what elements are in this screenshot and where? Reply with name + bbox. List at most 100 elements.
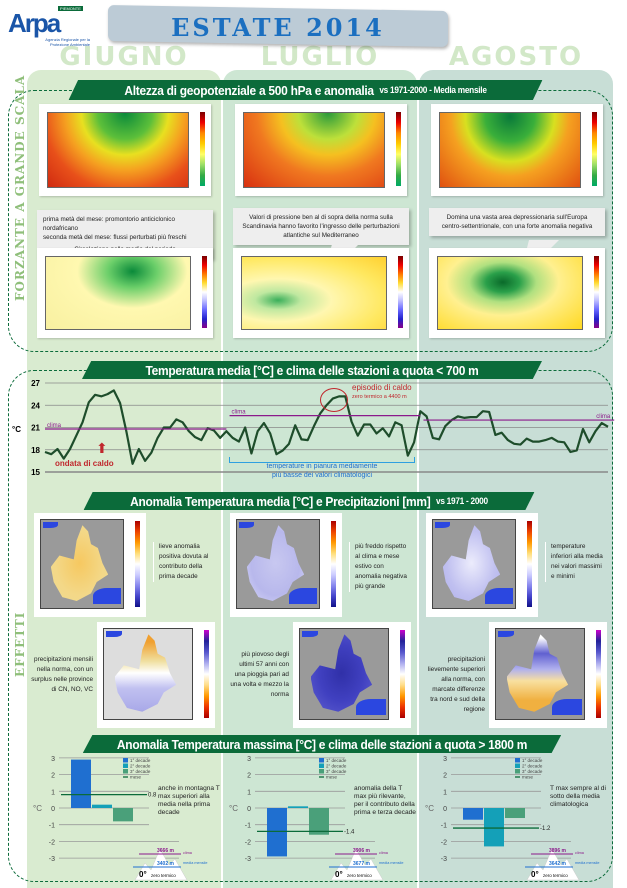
geopotential-anomaly-map bbox=[233, 248, 409, 338]
section-temperature-banner: Temperatura media [°C] e clima delle sta… bbox=[82, 361, 542, 379]
y-tick-label: 1 bbox=[443, 789, 447, 796]
temperature-anomaly-note: lieve anomalia positiva dovuta al contri… bbox=[153, 542, 215, 582]
freezing-level-label: zero termico bbox=[347, 873, 372, 878]
callout-line2: seconda metà del mese: flussi perturbati… bbox=[43, 234, 187, 241]
legend-label: 3° decade bbox=[130, 769, 151, 774]
heat-episode-circle bbox=[320, 388, 348, 412]
geopotential-callout: Valori di pressione ben al di sopra dell… bbox=[233, 208, 409, 245]
precipitation-map bbox=[293, 622, 411, 728]
colorbar bbox=[596, 630, 601, 718]
freezing-level-label: zero termico a 4400 m bbox=[352, 394, 407, 400]
y-tick-label: 1 bbox=[247, 789, 251, 796]
mountain-icon bbox=[134, 848, 188, 881]
y-axis-label: °C bbox=[425, 804, 434, 813]
callout-line1: Domina una vasta area depressionaria sul… bbox=[446, 214, 588, 221]
colorbar bbox=[400, 630, 405, 718]
section-tmax-banner: Anomalia Temperatura massima [°C] e clim… bbox=[82, 735, 562, 753]
media-label: media mensile bbox=[379, 861, 403, 865]
mountain-icon bbox=[330, 848, 384, 881]
clima-label: clima bbox=[596, 414, 611, 420]
precipitation-note: precipitazioni mensili nella norma, con … bbox=[31, 656, 93, 693]
legend-label: mese bbox=[130, 775, 142, 780]
y-axis-label: °C bbox=[33, 804, 42, 813]
clima-freezing-value: 3906 m bbox=[353, 848, 371, 854]
mean-freezing-value: 3677 m bbox=[353, 861, 371, 867]
mean-freezing-value: 3642 m bbox=[549, 861, 567, 867]
bar-decade-2 bbox=[484, 808, 504, 847]
legend-swatch bbox=[319, 758, 324, 763]
cool-note-line1: temperature in pianura mediamente bbox=[266, 463, 378, 470]
y-tick-label: 3 bbox=[443, 756, 447, 763]
tmax-note: T max sempre al di sotto della media cli… bbox=[550, 785, 606, 808]
cool-period-note: temperature in pianura mediamente più bas… bbox=[229, 462, 415, 480]
colorbar bbox=[398, 256, 403, 328]
colorbar bbox=[200, 112, 205, 186]
y-tick-label: -2 bbox=[49, 839, 55, 846]
section-title: Anomalia Temperatura media [°C] e Precip… bbox=[130, 493, 431, 509]
clima-freezing-value: 3896 m bbox=[549, 848, 567, 854]
bar-decade-3 bbox=[505, 808, 525, 819]
y-tick-label: -3 bbox=[245, 856, 251, 863]
legend-swatch bbox=[515, 758, 520, 763]
y-tick-label: 0 bbox=[443, 806, 447, 813]
geopotential-map bbox=[235, 104, 407, 196]
zero-degree-label: 0° bbox=[531, 870, 539, 879]
y-tick-label: 1 bbox=[51, 789, 55, 796]
y-tick-label: 2 bbox=[247, 773, 251, 780]
cool-period-bracket bbox=[229, 457, 415, 463]
bar-decade-1 bbox=[71, 759, 91, 808]
colorbar bbox=[396, 112, 401, 186]
callout-line1: prima metà del mese: promontorio anticic… bbox=[43, 216, 175, 232]
section-geopotential-banner: Altezza di geopotenziale a 500 hPa e ano… bbox=[68, 80, 543, 100]
y-tick-label: 3 bbox=[51, 756, 55, 763]
y-tick-label: 2 bbox=[443, 773, 447, 780]
legend-label: 2° decade bbox=[130, 764, 151, 769]
y-tick-label: -1 bbox=[441, 823, 447, 830]
y-tick-label: -2 bbox=[441, 839, 447, 846]
month-july: LUGLIO bbox=[260, 42, 380, 72]
tmax-note: anomalia della T max più rilevante, per … bbox=[354, 785, 416, 816]
legend-swatch bbox=[515, 769, 520, 774]
temperature-anomaly-map bbox=[426, 513, 538, 617]
clima-label: clima bbox=[575, 851, 585, 855]
legend-swatch bbox=[319, 763, 324, 768]
mountain-icon bbox=[526, 848, 580, 881]
y-axis-label: °C bbox=[12, 425, 21, 434]
temperature-anomaly-note: temperature inferiori alla media nei val… bbox=[545, 542, 607, 582]
callout-line3: atlantiche sul Mediterraneo bbox=[283, 232, 359, 239]
legend-label: 3° decade bbox=[326, 769, 347, 774]
heatwave-arrow-icon: ⬆ bbox=[96, 440, 108, 456]
freezing-level-label: zero termico bbox=[543, 873, 568, 878]
mean-freezing-value: 3402 m bbox=[157, 861, 175, 867]
legend-label: 1° decade bbox=[130, 758, 151, 763]
section-title: Anomalia Temperatura massima [°C] e clim… bbox=[116, 736, 528, 752]
media-label: media mensile bbox=[575, 861, 599, 865]
bar-decade-3 bbox=[113, 808, 133, 822]
legend-swatch bbox=[123, 769, 128, 774]
page-title: ESTATE 2014 bbox=[171, 13, 385, 42]
y-tick-label: 24 bbox=[31, 401, 40, 410]
y-tick-label: 27 bbox=[31, 379, 40, 388]
precipitation-map bbox=[97, 622, 215, 728]
freezing-level-label: zero termico bbox=[151, 873, 176, 878]
colorbar bbox=[204, 630, 209, 718]
colorbar bbox=[592, 112, 597, 186]
heatwave-label: ondata di caldo bbox=[55, 459, 114, 468]
legend-label: 2° decade bbox=[326, 764, 347, 769]
precipitation-note: precipitazioni lievemente superiori alla… bbox=[427, 656, 485, 713]
heat-episode-label: episodio di caldo bbox=[352, 383, 412, 392]
colorbar bbox=[202, 256, 207, 328]
logo-text: Arpa bbox=[8, 8, 61, 38]
callout-line2: centro-settentrionale, con una forte ano… bbox=[441, 223, 593, 230]
legend-label: 1° decade bbox=[326, 758, 347, 763]
geopotential-anomaly-map bbox=[429, 248, 605, 338]
side-label-effects: EFFETTI bbox=[13, 611, 27, 677]
section-title: Temperatura media [°C] e clima delle sta… bbox=[145, 362, 479, 378]
geopotential-callout: Domina una vasta area depressionaria sul… bbox=[429, 208, 605, 236]
y-tick-label: -3 bbox=[441, 856, 447, 863]
colorbar bbox=[594, 256, 599, 328]
legend-swatch bbox=[123, 758, 128, 763]
bar-decade-1 bbox=[463, 808, 483, 820]
